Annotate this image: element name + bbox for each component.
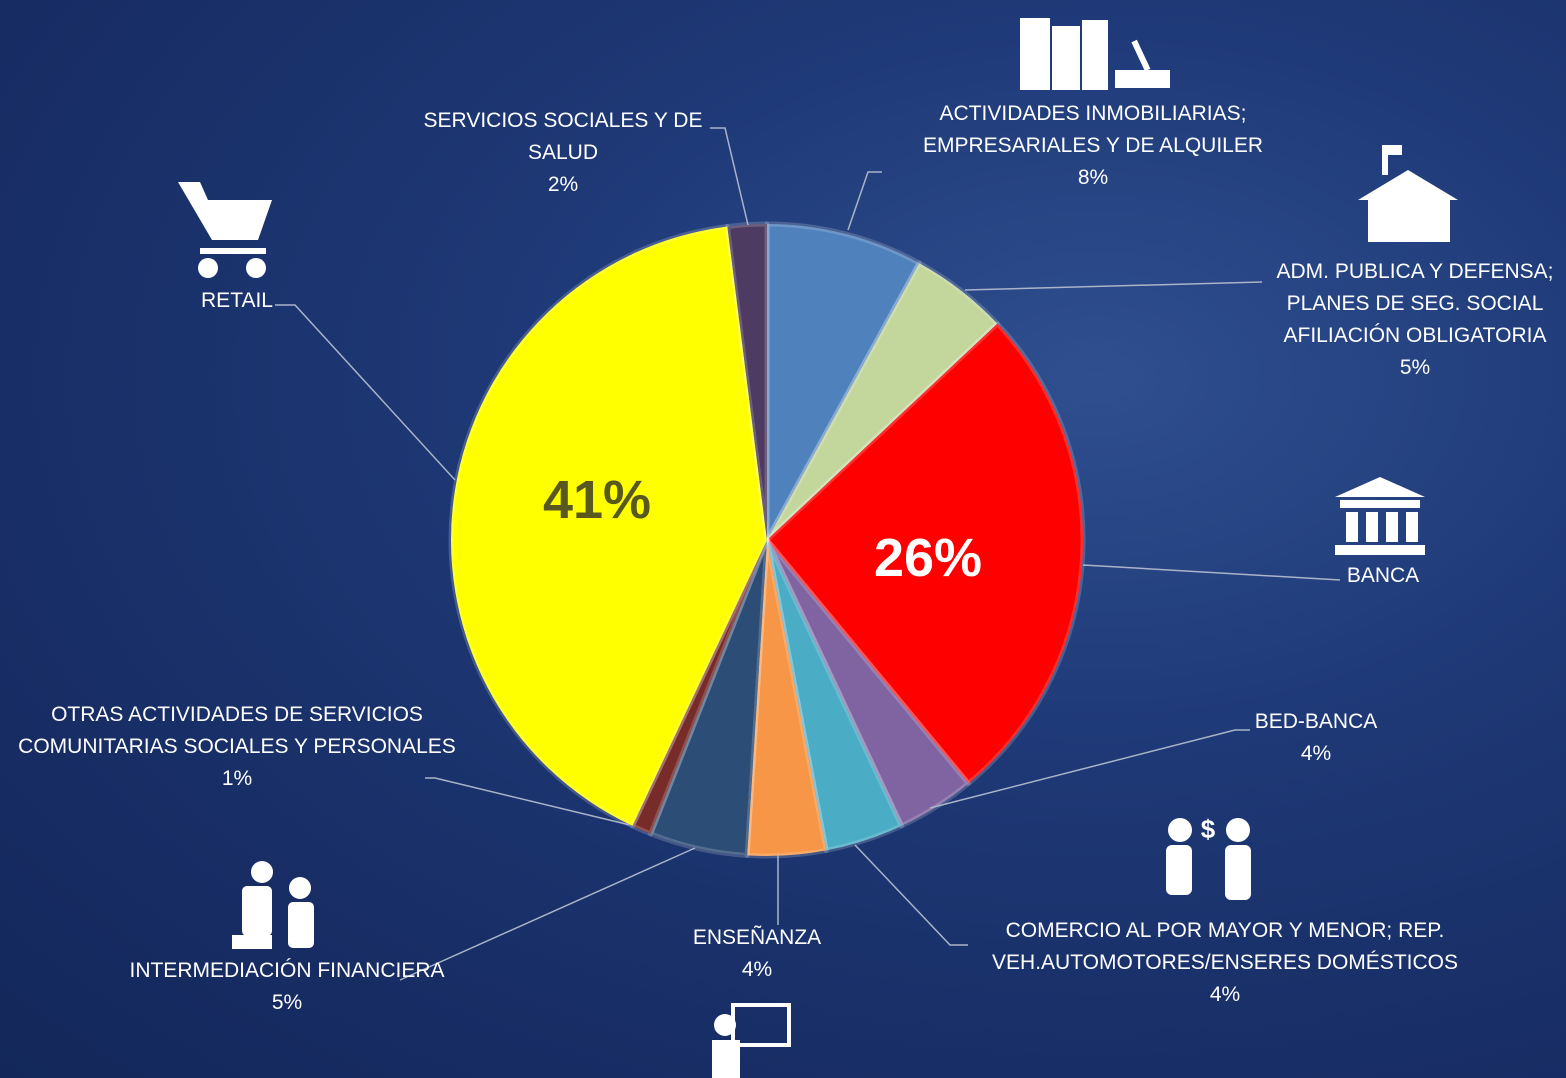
slice-label: INTERMEDIACIÓN FINANCIERA 5%	[97, 955, 477, 1019]
slice-label: BANCA	[1323, 560, 1443, 592]
slice-label: BED-BANCA 4%	[1216, 706, 1416, 770]
value-label: 26%	[873, 528, 983, 588]
leader-line	[964, 281, 1263, 291]
value-label: 4%	[741, 958, 773, 981]
category-label: ENSEÑANZA	[692, 926, 822, 949]
value-label: 8%	[1077, 166, 1109, 189]
value-label: 1%	[221, 767, 253, 790]
slice-label: SERVICIOS SOCIALES Y DE SALUD 2%	[413, 105, 713, 201]
value-label: 5%	[271, 991, 303, 1014]
value-label: 4%	[1209, 983, 1241, 1006]
pie-slice	[648, 537, 770, 858]
category-label: INTERMEDIACIÓN FINANCIERA	[129, 959, 445, 982]
category-label: ADM. PUBLICA Y DEFENSA; PLANES DE SEG. S…	[1276, 260, 1554, 347]
leader-line	[929, 729, 1250, 809]
category-label: BANCA	[1346, 564, 1420, 587]
category-label: ACTIVIDADES INMOBILIARIAS; EMPRESARIALES…	[922, 102, 1264, 157]
leader-line	[710, 127, 749, 226]
pie-slice	[448, 223, 770, 829]
pie-slice	[629, 537, 770, 837]
value-label: 5%	[1399, 356, 1431, 379]
category-label: RETAIL	[201, 289, 273, 312]
slice-label: OTRAS ACTIVIDADES DE SERVICIOS COMUNITAR…	[0, 699, 477, 795]
helping-icon	[232, 861, 314, 949]
leader-line	[1082, 564, 1341, 581]
leader-line	[399, 847, 696, 981]
slice-label: RETAIL	[177, 285, 297, 317]
slice-label: ENSEÑANZA 4%	[657, 922, 857, 986]
leader-line	[847, 171, 882, 231]
school-icon	[1358, 145, 1458, 242]
pie-slice	[764, 260, 1000, 543]
icons: $	[178, 18, 1458, 1078]
slice-label: ACTIVIDADES INMOBILIARIAS; EMPRESARIALES…	[893, 98, 1293, 194]
category-label: OTRAS ACTIVIDADES DE SERVICIOS COMUNITAR…	[18, 703, 456, 758]
category-label: SERVICIOS SOCIALES Y DE SALUD	[423, 109, 703, 164]
leader-line	[854, 844, 968, 946]
teacher-icon	[712, 1003, 791, 1078]
cart-icon	[178, 182, 272, 278]
leader-line	[425, 777, 631, 826]
pie-slice	[744, 537, 829, 859]
bank-icon	[1335, 477, 1425, 555]
pie-slice	[764, 537, 905, 853]
slice-label: ADM. PUBLICA Y DEFENSA; PLANES DE SEG. S…	[1255, 256, 1566, 384]
building-icon	[1020, 18, 1170, 90]
leader-line	[275, 304, 456, 481]
category-label: COMERCIO AL POR MAYOR Y MENOR; REP. VEH.…	[992, 919, 1458, 974]
people-icon: $	[1166, 814, 1251, 900]
slice-label: COMERCIO AL POR MAYOR Y MENOR; REP. VEH.…	[965, 915, 1485, 1011]
value-label: 4%	[1300, 742, 1332, 765]
value-label: 2%	[547, 173, 579, 196]
svg-text:$: $	[1201, 814, 1216, 844]
category-label: BED-BANCA	[1254, 710, 1378, 733]
value-label: 41%	[542, 470, 652, 530]
pie-slice	[764, 221, 922, 543]
pie-slice	[764, 321, 1086, 786]
